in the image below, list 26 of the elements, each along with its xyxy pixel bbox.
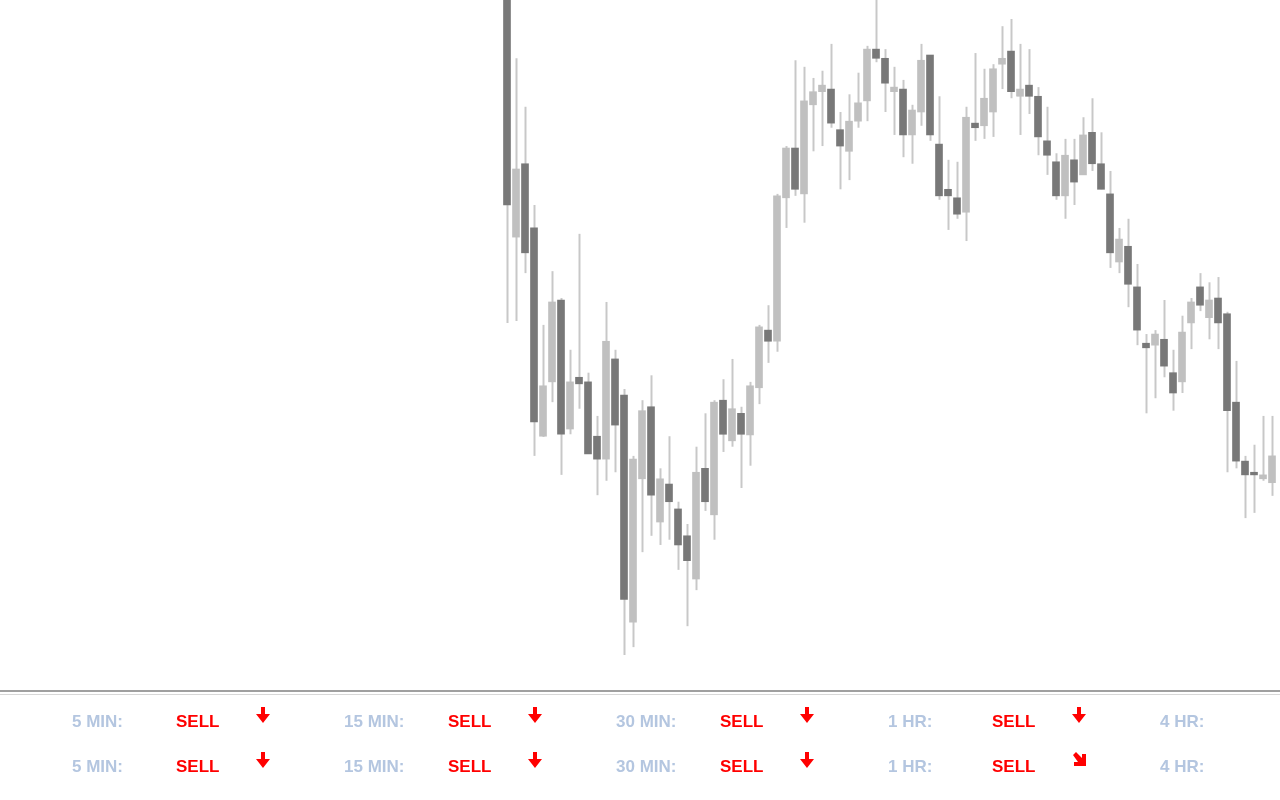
text: 4 HR: bbox=[1160, 757, 1205, 777]
text: 4 HR: bbox=[1160, 712, 1205, 732]
text: 15 MIN: bbox=[344, 712, 405, 732]
text: 15 MIN: bbox=[344, 757, 405, 777]
text: SELL bbox=[448, 757, 492, 777]
text: 5 MIN: bbox=[72, 757, 123, 777]
candlestick bbox=[998, 25, 1006, 91]
candlestick bbox=[1205, 281, 1213, 341]
text: 5 MIN: bbox=[72, 712, 123, 732]
text: SELL bbox=[176, 757, 220, 777]
candlestick bbox=[1187, 297, 1195, 351]
candlestick bbox=[1043, 105, 1051, 176]
candlestick bbox=[890, 65, 898, 136]
text: SELL bbox=[448, 712, 492, 732]
text: SELL bbox=[720, 712, 764, 732]
text: SELL bbox=[176, 712, 220, 732]
text: 30 MIN: bbox=[616, 712, 677, 732]
candlestick bbox=[1151, 329, 1159, 400]
text: 1 HR: bbox=[888, 712, 933, 732]
text: SELL bbox=[992, 712, 1036, 732]
text: 1 HR: bbox=[888, 757, 933, 777]
text: SELL bbox=[992, 757, 1036, 777]
text: 30 MIN: bbox=[616, 757, 677, 777]
text: SELL bbox=[720, 757, 764, 777]
candlestick bbox=[1115, 226, 1123, 275]
candlestick bbox=[1016, 42, 1024, 136]
